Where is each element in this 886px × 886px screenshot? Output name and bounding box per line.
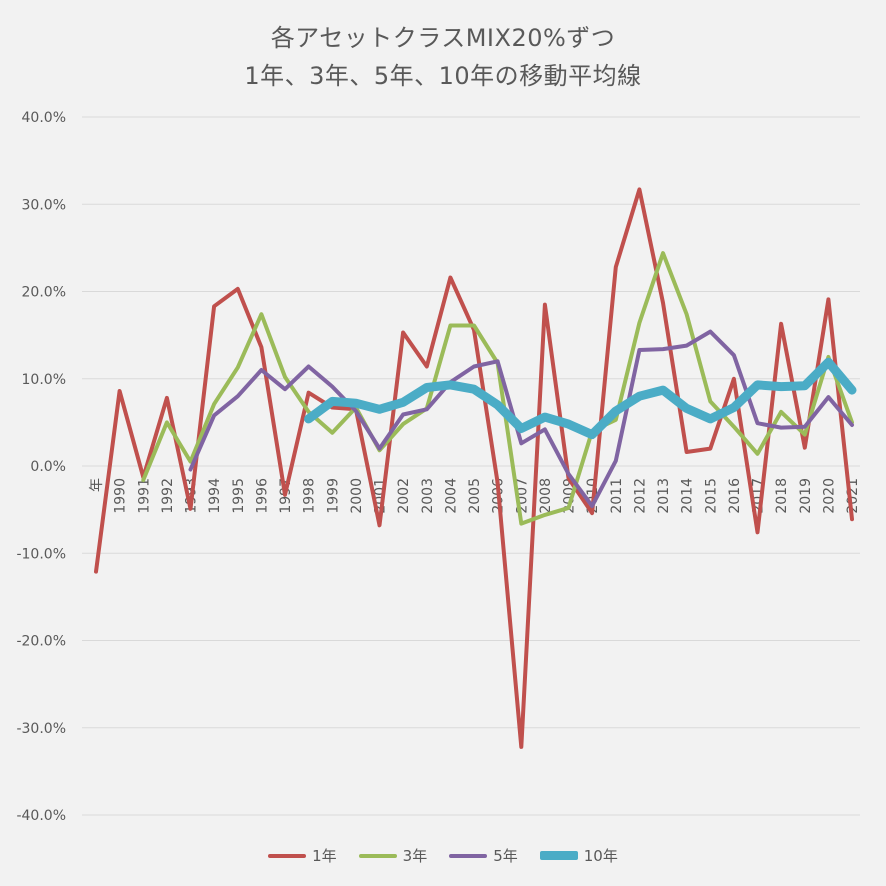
x-tick-label: 2008: [538, 478, 554, 514]
series-lines: [94, 187, 857, 749]
x-tick-label: 1994: [207, 478, 223, 514]
legend: 1年 3年 5年 10年: [0, 845, 886, 866]
x-tick-label: 2014: [680, 478, 696, 514]
x-tick-label: 1990: [113, 478, 129, 514]
x-tick-label: 2000: [349, 478, 365, 514]
series-line-0: [94, 187, 854, 749]
x-tick-label: 年: [89, 478, 105, 492]
x-tick-label: 1991: [136, 478, 152, 514]
chart-subtitle: 1年、3年、5年、10年の移動平均線: [244, 62, 642, 90]
x-tick-label: 2005: [467, 478, 483, 514]
legend-item: 1年: [268, 845, 337, 866]
y-tick-label: 20.0%: [22, 285, 66, 301]
gridlines: [82, 116, 860, 816]
x-tick-label: 2011: [609, 478, 625, 514]
x-axis-tick-labels: 年 1990 1991 1992 1993 1994 1995 1996 1997 1998 199…: [89, 478, 861, 514]
legend-swatch: [268, 853, 307, 858]
y-tick-label: 30.0%: [22, 197, 66, 213]
x-tick-label: 1995: [231, 478, 247, 514]
legend-swatch: [358, 853, 397, 858]
y-tick-label: 10.0%: [22, 372, 66, 388]
legend-swatch: [539, 851, 578, 860]
x-tick-label: 2016: [727, 478, 743, 514]
y-tick-label: -20.0%: [16, 634, 66, 650]
x-tick-label: 1996: [254, 478, 270, 514]
legend-label: 1年: [312, 847, 337, 865]
x-tick-label: 2004: [443, 478, 459, 514]
y-tick-label: 40.0%: [22, 110, 66, 126]
y-tick-label: -40.0%: [16, 808, 66, 824]
legend-item: 10年: [539, 845, 618, 866]
y-tick-label: -30.0%: [16, 721, 66, 737]
y-tick-label: 0.0%: [30, 459, 66, 475]
y-axis-tick-labels: -40.0% -30.0% -20.0% -10.0% 0.0% 10.0% 20.0% 30…: [16, 110, 66, 824]
y-tick-label: -10.0%: [16, 546, 66, 562]
series-line-2: [188, 329, 854, 509]
x-tick-label: 2018: [774, 478, 790, 514]
x-tick-label: 1992: [160, 478, 176, 514]
x-tick-label: 2003: [420, 478, 436, 514]
x-tick-label: 2020: [821, 478, 837, 514]
legend-item: 3年: [358, 845, 428, 866]
x-tick-label: 1999: [325, 478, 341, 514]
legend-label: 10年: [583, 847, 618, 865]
chart-title: 各アセットクラスMIX20%ずつ: [270, 24, 616, 52]
legend-item: 5年: [449, 845, 518, 866]
x-tick-label: 1998: [302, 478, 318, 514]
x-tick-label: 2015: [703, 478, 719, 514]
legend-swatch: [449, 853, 488, 858]
x-tick-label: 2012: [632, 478, 648, 514]
series-line-3: [304, 357, 857, 440]
x-tick-label: 2013: [656, 478, 672, 514]
legend-label: 3年: [402, 847, 428, 865]
x-tick-label: 2002: [396, 478, 412, 514]
legend-label: 5年: [493, 847, 518, 865]
x-tick-label: 2019: [798, 478, 814, 514]
